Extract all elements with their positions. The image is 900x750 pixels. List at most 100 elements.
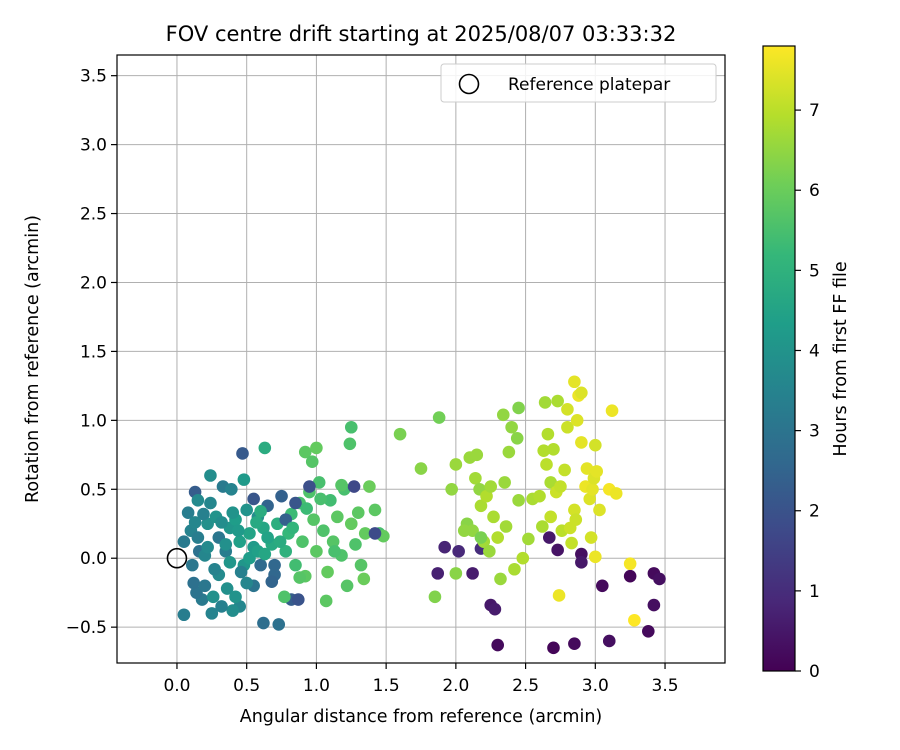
colorbar-tick-label: 2 <box>809 502 820 522</box>
data-point <box>602 634 616 648</box>
data-point <box>544 476 557 489</box>
data-point <box>445 482 458 496</box>
data-point <box>628 613 641 627</box>
data-point <box>491 638 504 652</box>
data-point <box>536 520 549 533</box>
data-point <box>220 582 234 595</box>
data-point <box>340 579 354 593</box>
data-point <box>510 431 524 445</box>
data-point <box>593 503 606 517</box>
legend-marker <box>458 73 480 95</box>
data-point <box>201 540 214 554</box>
colorbar-tick-label: 0 <box>809 662 820 682</box>
data-point <box>278 590 291 604</box>
data-point <box>452 545 465 558</box>
y-tick-label: 1.0 <box>80 411 107 431</box>
y-tick-label: 2.5 <box>80 205 107 225</box>
data-point <box>502 445 516 459</box>
data-point <box>589 550 602 564</box>
data-point <box>279 513 293 526</box>
data-point <box>310 545 323 558</box>
data-point <box>215 516 228 529</box>
data-point <box>609 487 623 500</box>
data-point <box>293 571 306 584</box>
data-point <box>568 637 581 650</box>
reference-platepar-marker <box>166 547 188 569</box>
x-tick-label: 3.5 <box>652 676 679 696</box>
data-point <box>496 408 510 422</box>
y-axis-ticks: −0.5 0.0 0.5 1.0 1.5 2.0 2.5 3.0 3.5 <box>66 67 117 638</box>
data-point <box>321 565 334 579</box>
legend: Reference platepar <box>440 63 717 103</box>
data-point <box>204 469 217 482</box>
data-point <box>558 463 571 477</box>
data-points <box>177 375 666 655</box>
data-point <box>206 590 220 604</box>
data-point <box>363 480 376 493</box>
data-point <box>570 414 584 427</box>
data-point <box>368 503 382 517</box>
data-point <box>505 420 518 434</box>
legend-label: Reference platepar <box>508 75 670 95</box>
data-point <box>223 556 237 569</box>
data-point <box>586 482 599 496</box>
colorbar-tick-label: 3 <box>809 422 820 442</box>
data-point <box>335 478 348 492</box>
data-point <box>551 543 564 557</box>
colorbar-strip <box>762 45 796 672</box>
data-point <box>544 510 557 524</box>
data-point <box>296 535 309 548</box>
data-point <box>583 492 597 506</box>
data-point <box>512 494 525 507</box>
data-point <box>438 540 452 554</box>
data-point <box>480 489 493 503</box>
data-point <box>357 572 371 586</box>
data-point <box>469 471 482 485</box>
x-tick-label: 2.5 <box>512 676 539 696</box>
data-point <box>312 476 326 489</box>
data-point <box>584 531 598 544</box>
data-point <box>275 489 288 503</box>
data-point <box>623 557 637 571</box>
y-tick-label: 3.0 <box>80 136 107 156</box>
data-point <box>487 510 500 524</box>
data-point <box>561 403 574 416</box>
data-point <box>522 532 535 546</box>
data-point <box>289 558 302 572</box>
data-point <box>328 545 341 558</box>
data-point <box>240 503 253 517</box>
data-point <box>575 386 588 400</box>
colorbar-label: Hours from first FF file <box>831 261 851 456</box>
data-point <box>233 535 247 548</box>
data-point <box>343 437 357 451</box>
data-point <box>595 579 609 593</box>
data-point <box>344 517 358 531</box>
data-point <box>466 567 479 580</box>
data-point <box>261 531 274 544</box>
data-point <box>188 516 202 529</box>
data-point <box>474 499 488 513</box>
data-point <box>181 506 195 520</box>
data-point <box>254 505 267 518</box>
data-point <box>208 562 221 576</box>
plot-frame <box>116 54 726 664</box>
data-point <box>250 516 263 529</box>
data-point <box>197 507 210 521</box>
data-point <box>368 527 382 540</box>
data-point <box>234 565 248 579</box>
data-point <box>449 567 463 580</box>
data-point <box>449 458 463 471</box>
data-point <box>653 572 666 586</box>
data-point <box>326 535 340 548</box>
data-point <box>177 608 191 622</box>
data-point <box>298 445 312 459</box>
chart-title: FOV centre drift starting at 2025/08/07 … <box>166 22 677 46</box>
data-point <box>307 513 320 526</box>
data-point <box>265 575 279 588</box>
data-point <box>647 598 661 612</box>
data-point <box>547 641 560 655</box>
x-axis-label: Angular distance from reference (arcmin) <box>240 707 603 727</box>
data-point <box>575 436 588 449</box>
y-tick-label: 1.5 <box>80 342 107 362</box>
